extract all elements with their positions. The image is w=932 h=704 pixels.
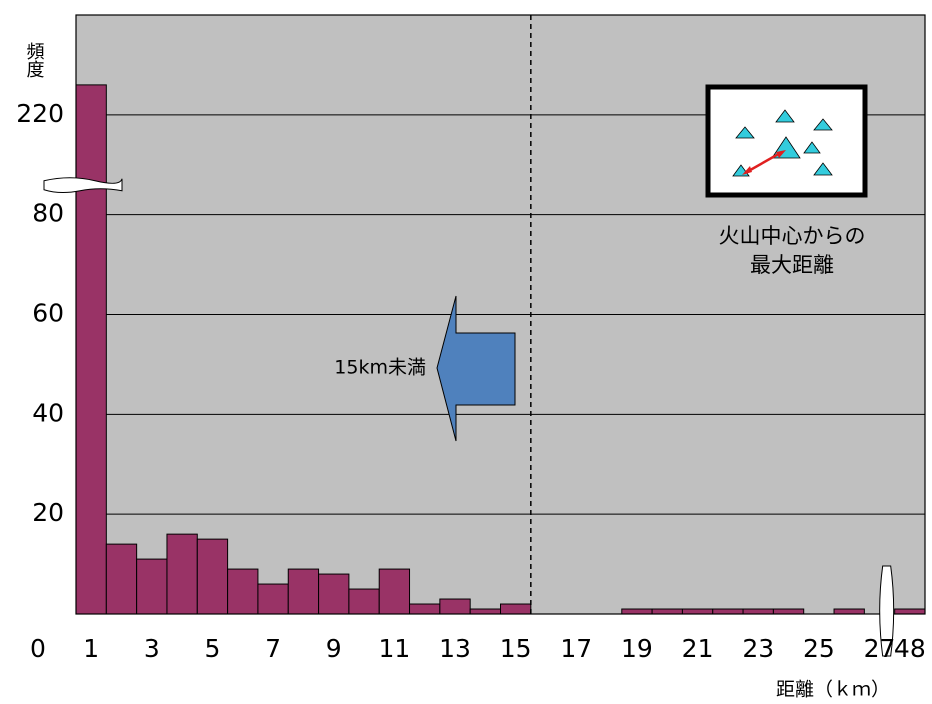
x-axis-label: 距離（ｋｍ）: [776, 679, 890, 701]
bar: [287, 568, 320, 615]
y-tick-label: 40: [32, 398, 64, 427]
bar: [348, 588, 380, 615]
x-tick-label: 1: [83, 634, 99, 663]
bar: [409, 603, 441, 615]
inset: [705, 84, 868, 198]
bar: [712, 608, 744, 615]
y-tick-label: 220: [16, 99, 64, 128]
bar: [681, 608, 714, 615]
bar: [500, 603, 532, 615]
y-tick-label: 20: [32, 498, 64, 527]
bar: [318, 573, 350, 615]
bar: [196, 538, 229, 615]
bar: [105, 543, 138, 615]
x-tick-label: 27: [864, 634, 896, 663]
x-tick-label: 3: [144, 634, 160, 663]
x-tick-label: 23: [742, 634, 774, 663]
y-axis-break: [43, 177, 123, 193]
bar: [227, 568, 259, 615]
bar: [469, 608, 501, 615]
x-tick-label: 21: [682, 634, 714, 663]
bar: [257, 583, 289, 615]
x-tick-label: 25: [803, 634, 835, 663]
arrow: [436, 295, 516, 442]
x-tick-label: 13: [439, 634, 471, 663]
x-tick-label: 15: [500, 634, 532, 663]
bar: [378, 568, 411, 615]
x-tick-label: 7: [265, 634, 281, 663]
y-tick-label: 80: [32, 199, 64, 228]
arrow-label: 15km未満: [334, 357, 426, 379]
y-tick-label: 0: [30, 634, 46, 663]
bar: [833, 608, 865, 615]
plot-border: [75, 14, 926, 615]
x-tick-label: 11: [378, 634, 410, 663]
y-axis-label: 頻度: [24, 42, 45, 78]
distance-arrow: [744, 150, 783, 175]
y-tick-label: 60: [32, 299, 64, 328]
bar: [136, 558, 168, 615]
bar: [75, 84, 107, 615]
bar: [651, 608, 683, 615]
x-tick-label: 5: [204, 634, 220, 663]
x-tick-label: 9: [326, 634, 342, 663]
x-tick-label: 17: [560, 634, 592, 663]
inset-caption: 火山中心からの: [719, 224, 866, 248]
bar: [621, 608, 653, 615]
x-axis-break: [879, 565, 895, 657]
arrow-head: [742, 166, 752, 175]
inset-caption: 最大距離: [750, 253, 834, 277]
bar: [742, 608, 774, 615]
bar: [166, 533, 198, 615]
x-tick-label: 48: [894, 634, 926, 663]
bar: [772, 608, 805, 615]
x-tick-label: 19: [621, 634, 653, 663]
bar: [894, 608, 926, 615]
arrow-head: [776, 150, 786, 158]
bar: [439, 598, 471, 615]
